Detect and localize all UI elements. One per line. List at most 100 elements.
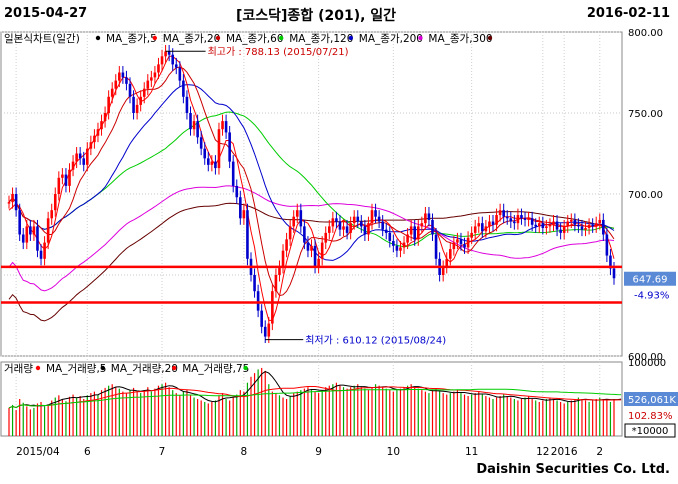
candle-body	[527, 218, 530, 220]
candle-body	[224, 121, 228, 133]
candle-body	[32, 226, 36, 235]
candle-body	[281, 250, 285, 267]
candle-body	[292, 216, 296, 227]
candle-body	[427, 213, 431, 220]
candle-body	[100, 121, 103, 130]
candle-body	[605, 234, 609, 256]
candle-body	[562, 226, 566, 233]
candle-body	[445, 258, 449, 267]
candle-body	[320, 242, 324, 259]
candle-body	[36, 226, 39, 251]
candle-body	[495, 215, 498, 225]
candle-body	[246, 210, 249, 259]
candle-body	[569, 219, 573, 222]
price-legend-label: MA_종가,20	[163, 33, 221, 45]
candle-body	[523, 218, 527, 220]
candle-body	[7, 202, 11, 204]
candle-body	[502, 210, 505, 217]
candle-body	[505, 216, 509, 219]
candle-body	[110, 88, 114, 97]
candle-body	[78, 153, 82, 159]
candle-body	[182, 80, 185, 97]
candle-body	[356, 216, 360, 222]
candle-body	[285, 239, 288, 251]
price-legend-dot	[348, 35, 353, 41]
end-date: 2016-02-11	[586, 6, 670, 21]
x-tick-label: 2016	[551, 446, 578, 458]
candle-body	[89, 142, 93, 149]
candle-body	[431, 219, 434, 235]
candle-body	[263, 326, 267, 337]
candle-body	[135, 104, 139, 113]
ma200-line	[8, 185, 615, 292]
candle-body	[612, 268, 616, 279]
chart-title: [코스닥]종합 (201), 일간	[236, 8, 397, 24]
candle-body	[164, 51, 167, 57]
candle-body	[577, 224, 580, 227]
volume-legend-label: 거래량	[4, 363, 33, 375]
start-date: 2015-04-27	[4, 6, 88, 21]
candle-body	[338, 221, 342, 230]
candle-body	[231, 161, 235, 186]
candle-body	[466, 237, 470, 248]
candle-body	[416, 226, 420, 240]
candle-body	[303, 226, 306, 243]
candle-body	[189, 113, 192, 130]
candle-body	[381, 221, 384, 230]
candle-body	[178, 67, 182, 81]
candle-body	[335, 218, 338, 222]
vol-ma20-line	[8, 386, 622, 409]
candle-body	[552, 221, 555, 225]
x-tick-label: 7	[159, 446, 166, 458]
candle-body	[591, 224, 594, 227]
x-tick-label: 12	[536, 446, 549, 458]
candle-body	[555, 221, 559, 230]
candle-body	[331, 218, 335, 227]
candle-body	[253, 275, 256, 292]
candle-body	[377, 216, 381, 222]
volume-legend-dot	[243, 365, 248, 371]
x-tick-label: 2015/04	[16, 446, 60, 458]
candle-body	[413, 226, 417, 240]
candle-body	[271, 291, 274, 324]
candle-body	[452, 242, 456, 250]
candle-body	[167, 51, 171, 55]
vol-ma5-line	[8, 371, 622, 409]
candle-body	[228, 132, 231, 162]
candle-body	[352, 216, 356, 224]
candle-body	[306, 242, 310, 251]
candle-body	[157, 64, 160, 73]
vol-ma75-line	[8, 388, 622, 409]
candle-body	[217, 129, 221, 169]
candle-body	[103, 113, 107, 122]
candle-body	[39, 250, 43, 259]
candle-body	[509, 218, 513, 222]
candle-body	[313, 245, 317, 267]
candle-body	[43, 242, 46, 259]
candle-body	[327, 226, 331, 233]
candle-body	[384, 229, 388, 233]
candle-body	[580, 226, 584, 230]
candle-body	[121, 72, 125, 78]
candle-body	[139, 96, 142, 105]
price-tick-label: 600.00	[628, 352, 663, 363]
candle-body	[395, 245, 399, 251]
candle-body	[96, 129, 100, 136]
candle-body	[374, 210, 377, 217]
low-annotation: 최저가 : 610.12 (2015/08/24)	[305, 335, 446, 347]
candle-body	[484, 226, 488, 232]
candle-body	[473, 226, 477, 233]
candle-body	[50, 210, 54, 219]
price-legend-label: MA_종가,120	[289, 33, 353, 45]
candle-body	[573, 219, 577, 225]
candle-body	[221, 121, 224, 130]
candle-body	[367, 223, 370, 235]
candle-body	[609, 255, 612, 269]
volume-legend-label: MA_거래량,5	[46, 363, 107, 375]
price-legend-dot	[152, 35, 157, 41]
candle-body	[71, 161, 75, 170]
candle-body	[602, 219, 605, 235]
price-legend-dot	[279, 35, 284, 41]
candle-body	[114, 80, 118, 89]
candle-body	[206, 158, 210, 165]
